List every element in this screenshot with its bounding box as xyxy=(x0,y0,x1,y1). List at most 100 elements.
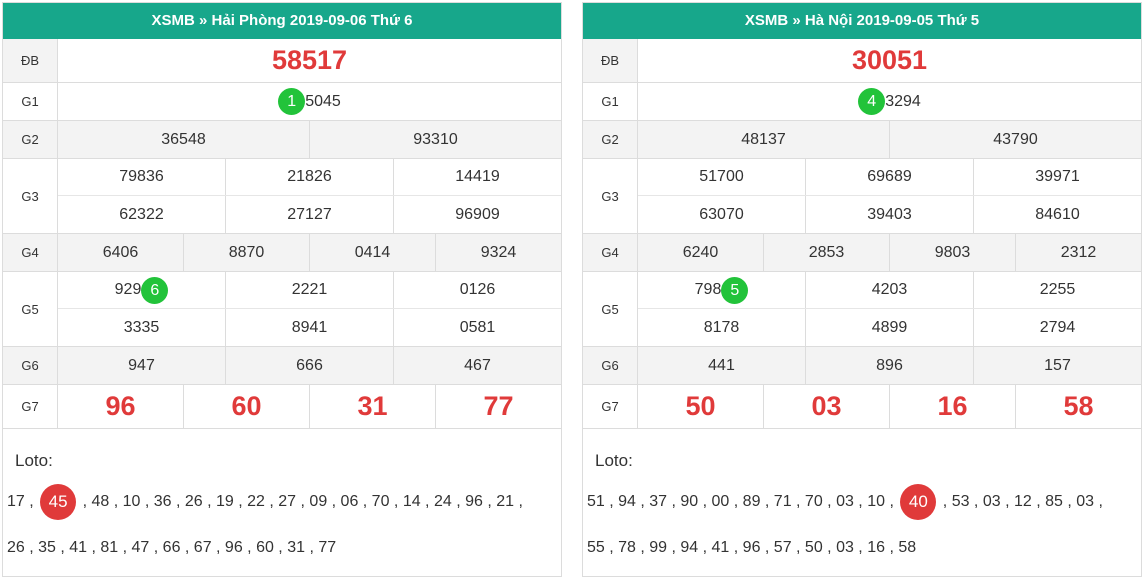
row-g3-2: 63070 39403 84610 xyxy=(638,196,1141,234)
row-g3-2: 62322 27127 96909 xyxy=(58,196,561,234)
loto-numbers: , 48 , 10 , 36 , 26 , 19 , 22 , 27 , 09 … xyxy=(82,493,523,511)
label-g4: G4 xyxy=(583,234,638,272)
loto-line-2: 26 , 35 , 41 , 81 , 47 , 66 , 67 , 96 , … xyxy=(7,539,337,556)
g5-value: 4203 xyxy=(806,272,974,308)
loto-numbers: , 53 , 03 , 12 , 85 , 03 , xyxy=(942,493,1103,511)
g7-value: 60 xyxy=(184,385,310,428)
row-g6: 441 896 157 xyxy=(638,347,1141,385)
label-g6: G6 xyxy=(583,347,638,385)
loto-numbers: 51 , 94 , 37 , 90 , 00 , 89 , 71 , 70 , … xyxy=(587,493,894,511)
g1-value: 1 5045 xyxy=(58,83,561,120)
g3-value: 69689 xyxy=(806,159,974,195)
label-g1: G1 xyxy=(583,83,638,121)
row-db: 58517 xyxy=(58,39,561,83)
g7-value: 58 xyxy=(1063,391,1094,421)
g2-value: 48137 xyxy=(638,121,890,158)
g3-value: 63070 xyxy=(638,196,806,233)
g5-prefix: 929 xyxy=(114,281,142,298)
g4-value: 6406 xyxy=(58,234,184,271)
special-prize: 58517 xyxy=(271,45,348,75)
row-g1: 4 3294 xyxy=(638,83,1141,121)
g4-value: 8870 xyxy=(184,234,310,271)
row-g5-1: 929 6 2221 0126 xyxy=(58,272,561,309)
g7-value: 77 xyxy=(483,391,514,421)
g2-value: 93310 xyxy=(413,130,458,148)
loto-line-2: 55 , 78 , 99 , 94 , 41 , 96 , 57 , 50 , … xyxy=(587,539,917,556)
loto-numbers: 17 , xyxy=(7,493,34,511)
highlight-badge: 1 xyxy=(278,88,306,115)
row-g6: 947 666 467 xyxy=(58,347,561,385)
g4-value: 2312 xyxy=(1060,243,1097,261)
g4-value: 0414 xyxy=(310,234,436,271)
g7-value: 03 xyxy=(764,385,890,428)
g2-value: 36548 xyxy=(58,121,310,158)
row-g1: 1 5045 xyxy=(58,83,561,121)
g5-value: 2221 xyxy=(226,272,394,308)
panel-header: XSMB » Hải Phòng 2019-09-06 Thứ 6 xyxy=(3,3,561,39)
result-panel-hai-phong: XSMB » Hải Phòng 2019-09-06 Thứ 6 ĐB 585… xyxy=(2,2,562,577)
result-panel-ha-noi: XSMB » Hà Nội 2019-09-05 Thứ 5 ĐB 30051 … xyxy=(582,2,1142,577)
loto-line-1: 51 , 94 , 37 , 90 , 00 , 89 , 71 , 70 , … xyxy=(587,484,1103,520)
g5-value: 2255 xyxy=(1039,281,1076,298)
g3-value: 51700 xyxy=(638,159,806,195)
row-g3-1: 79836 21826 14419 xyxy=(58,159,561,196)
label-db: ĐB xyxy=(3,39,58,83)
label-g7: G7 xyxy=(583,385,638,429)
g3-value: 27127 xyxy=(226,196,394,233)
label-g5: G5 xyxy=(583,272,638,347)
g3-value: 84610 xyxy=(1035,205,1080,223)
label-g7: G7 xyxy=(3,385,58,429)
highlight-badge: 6 xyxy=(141,276,169,304)
g5-value: 929 6 xyxy=(58,272,226,308)
g5-value: 2794 xyxy=(1039,318,1076,336)
row-g3-1: 51700 69689 39971 xyxy=(638,159,1141,196)
g7-value: 31 xyxy=(310,385,436,428)
label-g6: G6 xyxy=(3,347,58,385)
loto-highlight-ball: 45 xyxy=(40,484,77,520)
label-g2: G2 xyxy=(583,121,638,159)
loto-line-1: 17 , 45 , 48 , 10 , 36 , 26 , 19 , 22 , … xyxy=(7,484,523,520)
g3-value: 96909 xyxy=(455,205,500,223)
g5-value: 8178 xyxy=(638,309,806,346)
g6-value: 441 xyxy=(638,347,806,384)
label-g5: G5 xyxy=(3,272,58,347)
highlight-badge: 4 xyxy=(858,88,886,115)
panel-header: XSMB » Hà Nội 2019-09-05 Thứ 5 xyxy=(583,3,1141,39)
g7-value: 50 xyxy=(638,385,764,428)
g5-value: 798 5 xyxy=(638,272,806,308)
loto-title: Loto: xyxy=(595,451,633,470)
g5-value: 4899 xyxy=(806,309,974,346)
row-g5-2: 8178 4899 2794 xyxy=(638,309,1141,347)
g5-value: 8941 xyxy=(226,309,394,346)
row-db: 30051 xyxy=(638,39,1141,83)
g6-value: 467 xyxy=(464,356,491,374)
g4-value: 6240 xyxy=(638,234,764,271)
label-g3: G3 xyxy=(3,159,58,234)
g5-value: 0581 xyxy=(459,318,496,336)
label-g3: G3 xyxy=(583,159,638,234)
loto-title: Loto: xyxy=(15,451,53,470)
g1-rest: 5045 xyxy=(305,92,341,110)
label-db: ĐB xyxy=(583,39,638,83)
g3-value: 62322 xyxy=(58,196,226,233)
label-g4: G4 xyxy=(3,234,58,272)
g3-value: 39971 xyxy=(1035,168,1080,185)
g5-value: 0126 xyxy=(459,281,496,298)
g4-value: 9324 xyxy=(480,243,517,261)
row-g4: 6406 8870 0414 9324 xyxy=(58,234,561,272)
row-g7: 96 60 31 77 xyxy=(58,385,561,429)
g3-value: 14419 xyxy=(455,168,500,185)
g6-value: 157 xyxy=(1044,356,1071,374)
g3-value: 79836 xyxy=(58,159,226,195)
g6-value: 896 xyxy=(806,347,974,384)
g6-value: 947 xyxy=(58,347,226,384)
g1-value: 4 3294 xyxy=(638,83,1141,120)
g5-value: 3335 xyxy=(58,309,226,346)
g3-value: 21826 xyxy=(226,159,394,195)
g5-prefix: 798 xyxy=(694,281,722,298)
row-g4: 6240 2853 9803 2312 xyxy=(638,234,1141,272)
g4-value: 2853 xyxy=(764,234,890,271)
g2-value: 43790 xyxy=(993,130,1038,148)
row-g5-1: 798 5 4203 2255 xyxy=(638,272,1141,309)
label-g2: G2 xyxy=(3,121,58,159)
